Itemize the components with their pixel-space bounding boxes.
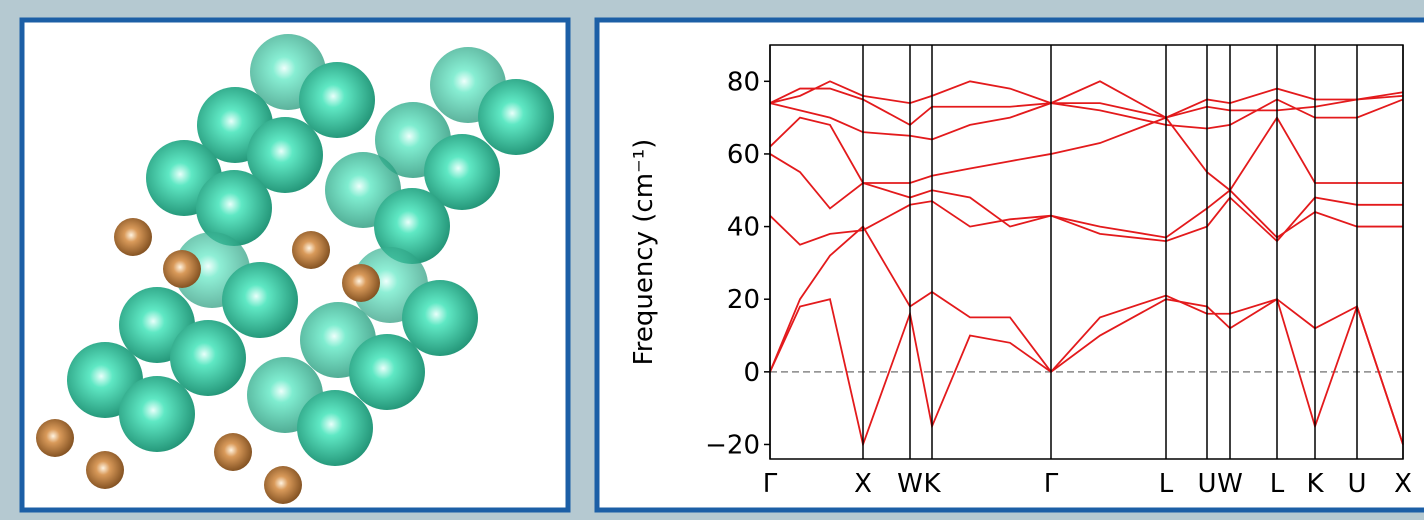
x-tick-label: W bbox=[897, 469, 923, 499]
x-tick-label: K bbox=[1306, 469, 1324, 499]
atom bbox=[119, 376, 195, 452]
x-tick-label: U bbox=[1197, 469, 1216, 499]
y-tick-label: 60 bbox=[727, 140, 760, 170]
y-axis-label: Frequency (cm⁻¹) bbox=[629, 139, 659, 366]
atom bbox=[299, 62, 375, 138]
x-tick-label: Γ bbox=[1044, 469, 1059, 499]
x-tick-label: Γ bbox=[763, 469, 778, 499]
atom bbox=[170, 320, 246, 396]
y-tick-label: −20 bbox=[705, 430, 760, 460]
atom bbox=[349, 334, 425, 410]
atom bbox=[222, 262, 298, 338]
screenshot: Frequency (cm⁻¹) −20020406080ΓXWKΓLUWLKU… bbox=[0, 0, 1424, 516]
x-tick-label: L bbox=[1270, 469, 1285, 499]
y-tick-label: 40 bbox=[727, 213, 760, 243]
atom bbox=[292, 231, 330, 269]
x-tick-label: W bbox=[1217, 469, 1243, 499]
atom bbox=[163, 250, 201, 288]
y-tick-label: 20 bbox=[727, 285, 760, 315]
x-tick-label: K bbox=[923, 469, 941, 499]
atom bbox=[214, 433, 252, 471]
x-tick-label: X bbox=[854, 469, 872, 499]
atom bbox=[402, 280, 478, 356]
x-tick-label: U bbox=[1347, 469, 1366, 499]
y-tick-label: 0 bbox=[743, 358, 760, 388]
page: Frequency (cm⁻¹) −20020406080ΓXWKΓLUWLKU… bbox=[0, 0, 1424, 516]
atom bbox=[342, 264, 380, 302]
atom bbox=[297, 390, 373, 466]
atom bbox=[114, 218, 152, 256]
atom bbox=[478, 79, 554, 155]
atom bbox=[264, 466, 302, 504]
atom bbox=[86, 451, 124, 489]
y-tick-label: 80 bbox=[727, 67, 760, 97]
atom bbox=[36, 419, 74, 457]
x-tick-label: X bbox=[1394, 469, 1412, 499]
x-tick-label: L bbox=[1159, 469, 1174, 499]
